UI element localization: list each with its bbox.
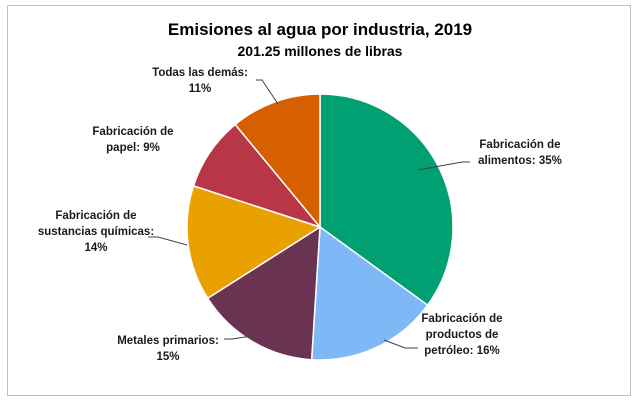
slice-label-line: Todas las demás: xyxy=(152,67,248,79)
slice-label: Fabricación de productos de petróleo: 16% xyxy=(421,313,502,357)
pie-slice xyxy=(234,93,321,230)
slice-label: Fabricación de sustancias químicas: 14% xyxy=(38,210,154,254)
leader-line xyxy=(256,79,279,105)
slice-label-line: alimentos: 35% xyxy=(478,155,562,167)
leader-line xyxy=(383,339,418,349)
slice-label: Metales primarios: 15% xyxy=(117,335,219,363)
leader-line xyxy=(417,161,470,171)
pie-slice xyxy=(206,225,321,361)
slice-label-line: papel: 9% xyxy=(106,142,160,154)
slice-label-line: sustancias químicas: xyxy=(38,226,154,238)
slice-label-line: Fabricación de xyxy=(92,126,173,138)
slice-label-line: 14% xyxy=(84,242,107,254)
slice-label-line: 11% xyxy=(189,83,211,95)
slice-label: Fabricación de alimentos: 35% xyxy=(478,139,562,167)
slice-label-line: Fabricación de xyxy=(421,313,502,325)
leader-line xyxy=(224,335,253,340)
pie-slice xyxy=(310,225,429,361)
slice-label-line: 15% xyxy=(156,351,179,363)
slice-label: Fabricación de papel: 9% xyxy=(92,126,173,154)
chart-frame xyxy=(7,5,631,396)
chart-title: Emisiones al agua por industria, 2019 xyxy=(168,20,472,39)
slice-label-line: petróleo: 16% xyxy=(424,345,499,357)
pie-slice xyxy=(186,184,322,300)
slice-label-line: productos de xyxy=(426,329,499,341)
slice-label-line: Fabricación de xyxy=(479,139,560,151)
slice-label-line: Metales primarios: xyxy=(117,335,219,347)
chart-subtitle: 201.25 millones de libras xyxy=(238,43,403,59)
slice-label: Todas las demás: 11% xyxy=(152,67,248,95)
leader-line xyxy=(148,236,188,246)
slice-label-line: Fabricación de xyxy=(55,210,136,222)
